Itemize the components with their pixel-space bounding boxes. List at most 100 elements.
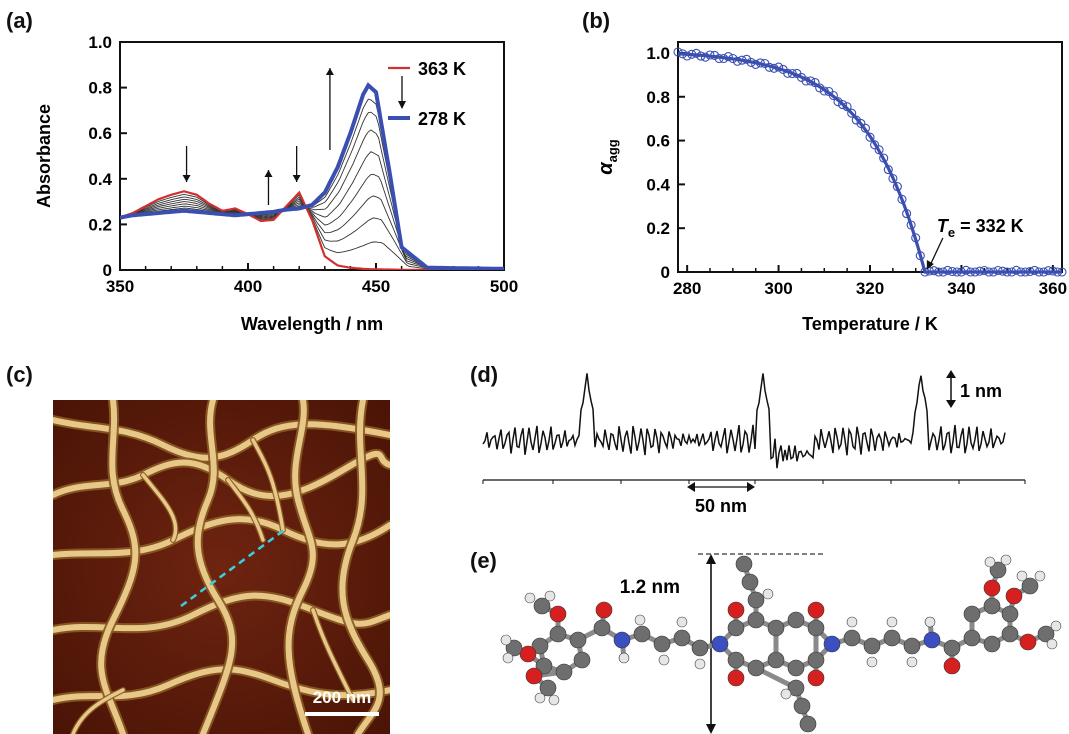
carbon-atom — [793, 697, 811, 715]
hydrogen-atom — [534, 692, 546, 704]
nitrogen-atom — [711, 635, 729, 653]
carbon-atom — [747, 611, 765, 629]
width-scale-label: 50 nm — [695, 496, 747, 516]
panel-label-b: (b) — [582, 8, 611, 33]
carbon-atom — [727, 651, 745, 669]
afm-fiber-highlight — [339, 400, 383, 734]
aggregation-temperature-chart: 280 300 320 340 360 0 0.2 0.4 0.6 0.8 1.0 Temperatu… — [595, 41, 1067, 334]
carbon-atom — [1001, 605, 1019, 623]
carbon-atom — [569, 631, 587, 649]
width-arrow-right — [747, 482, 755, 492]
carbon-atom — [983, 635, 1001, 653]
molecule-atoms — [500, 554, 1062, 733]
carbon-atom — [633, 625, 651, 643]
carbon-atom — [1001, 625, 1019, 643]
carbon-atom — [741, 573, 759, 591]
x-tick-label: 280 — [673, 279, 701, 298]
molecule-bonds — [511, 561, 1049, 727]
carbon-atom — [747, 591, 765, 609]
data-points — [673, 47, 1067, 277]
carbon-atom — [653, 635, 671, 653]
y-tick-label: 0.2 — [646, 219, 670, 238]
hydrogen-atom — [1016, 570, 1028, 582]
y-axis-label: Absorbance — [34, 104, 54, 208]
carbon-atom — [807, 651, 825, 669]
afm-fiber-highlight — [98, 400, 139, 734]
hydrogen-atom — [866, 656, 878, 668]
height-arrow-top — [946, 370, 956, 378]
carbon-atom — [533, 597, 551, 615]
y-tick-label: 0 — [661, 263, 670, 282]
x-tick-label: 360 — [1039, 279, 1067, 298]
hydrogen-atom — [1050, 620, 1062, 632]
carbon-atom — [767, 651, 785, 669]
oxygen-atom — [525, 667, 543, 685]
panel-label-a: (a) — [6, 8, 33, 33]
y-tick-label: 1.0 — [88, 33, 112, 52]
height-profile: 1 nm 50 nm — [482, 370, 1026, 516]
hydrogen-atom — [886, 616, 898, 628]
hydrogen-atom — [544, 590, 556, 602]
carbon-atom — [963, 605, 981, 623]
y-tick-label: 0.6 — [646, 132, 670, 151]
hydrogen-atom — [524, 592, 536, 604]
spectra-lines — [120, 82, 504, 270]
panel-label-e: (e) — [470, 548, 497, 573]
data-point — [847, 108, 857, 118]
oxygen-atom — [943, 657, 961, 675]
data-point — [838, 100, 848, 110]
hydrogen-atom — [1034, 570, 1046, 582]
hydrogen-atom — [1046, 638, 1058, 650]
afm-fiber-highlight — [285, 400, 316, 734]
panel-label-c: (c) — [6, 362, 33, 387]
height-arrow-bottom — [946, 400, 956, 408]
data-point — [1011, 265, 1021, 275]
y-tick-label: 0.8 — [88, 79, 112, 98]
hydrogen-atom — [618, 652, 630, 664]
oxygen-atom — [519, 645, 537, 663]
hydrogen-atom — [658, 654, 670, 666]
absorbance-spectra-chart: 350 400 450 500 0 0.2 0.4 0.6 0.8 1.0 Wavelength /… — [34, 33, 518, 334]
x-tick-label: 400 — [234, 277, 262, 296]
profile-trace — [482, 373, 1006, 469]
fit-curve — [677, 52, 1062, 274]
x-tick-label: 300 — [764, 279, 792, 298]
carbon-atom — [989, 561, 1007, 579]
carbon-atom — [843, 629, 861, 647]
width-arrow-left — [687, 482, 695, 492]
x-tick-label: 320 — [856, 279, 884, 298]
down-arrow-head — [182, 175, 191, 182]
hydrogen-atom — [1000, 554, 1012, 566]
nitrogen-atom — [923, 631, 941, 649]
afm-fiber-highlight — [53, 592, 390, 633]
x-tick-label: 350 — [106, 277, 134, 296]
carbon-atom — [807, 619, 825, 637]
legend-label-363K: 363 K — [418, 59, 466, 79]
oxygen-atom — [1019, 633, 1037, 651]
data-point — [673, 47, 683, 57]
y-tick-label: 0.6 — [88, 124, 112, 143]
nitrogen-atom — [613, 631, 631, 649]
hydrogen-atom — [694, 658, 706, 670]
data-point — [828, 90, 838, 101]
y-tick-label: 0 — [103, 261, 112, 280]
afm-fiber-highlight — [311, 608, 355, 702]
panel-label-d: (d) — [470, 362, 499, 387]
afm-fiber-highlight — [53, 516, 390, 558]
hydrogen-atom — [906, 656, 918, 668]
hydrogen-atom — [634, 614, 646, 626]
afm-fiber-highlight — [71, 688, 125, 734]
te-annotation: Te = 332 K — [937, 216, 1024, 240]
hydrogen-atom — [502, 652, 514, 664]
oxygen-atom — [807, 669, 825, 687]
carbon-atom — [505, 639, 523, 657]
hydrogen-atom — [548, 694, 560, 706]
hydrogen-atom — [846, 616, 858, 628]
carbon-atom — [943, 639, 961, 657]
x-axis-label: Wavelength / nm — [241, 314, 383, 334]
carbon-atom — [1021, 577, 1039, 595]
carbon-atom — [747, 659, 765, 677]
afm-image: 200 nm — [53, 400, 390, 734]
carbon-atom — [767, 619, 785, 637]
nitrogen-atom — [823, 635, 841, 653]
